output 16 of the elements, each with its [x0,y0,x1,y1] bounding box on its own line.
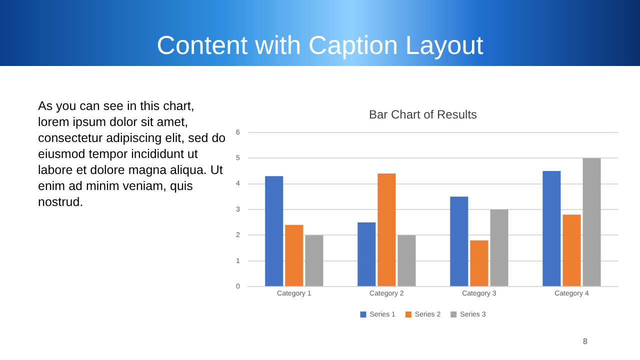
bar [398,235,416,286]
bar [562,214,581,286]
bar [305,235,324,286]
bar [378,174,396,286]
bar [490,210,508,286]
chart-title: Bar Chart of Results [368,108,478,122]
bar [470,240,488,286]
bar [265,176,284,286]
bar [542,170,561,286]
bar [285,224,304,286]
bar [582,158,601,286]
text: Content with Caption Layout [156,30,484,61]
text: As you can see in this chart, lorem ipsum dolor sit amet, consectetur adipiscing elit, sed do eiusmod tempor incididunt ut labore et dolore magna aliqua. Ut enim ad minim veniam, quis nostrud. [38,98,227,210]
bar [450,196,468,286]
text: 8 [583,337,588,346]
bar [358,222,376,286]
